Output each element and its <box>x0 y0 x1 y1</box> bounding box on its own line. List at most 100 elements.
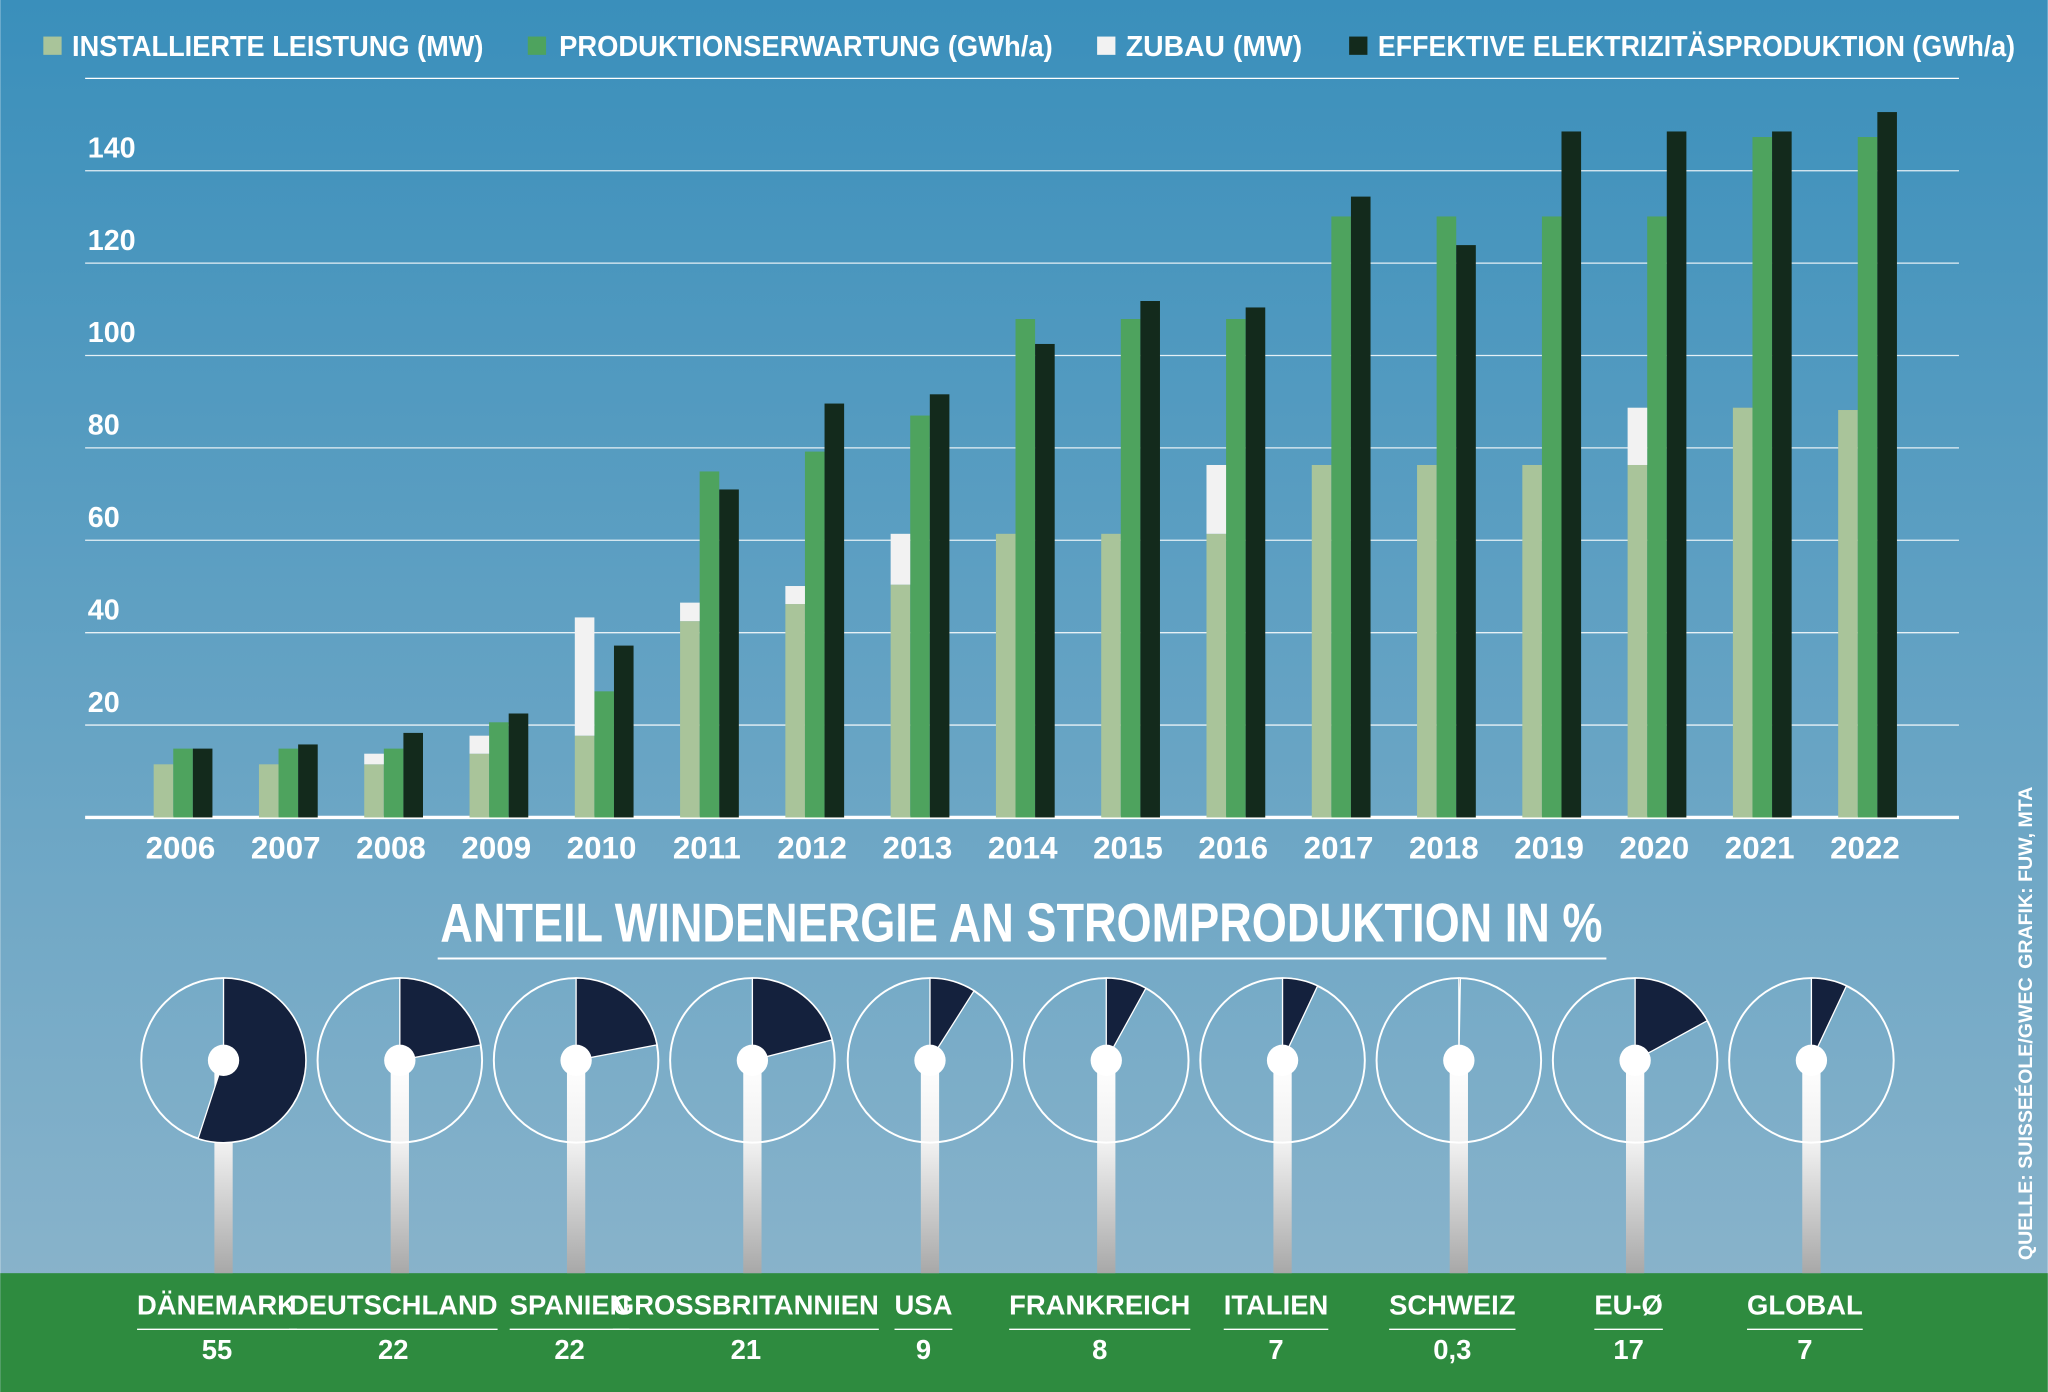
bar <box>364 764 384 818</box>
credit-note: GRAFIK: FUW, MTA <box>2015 787 2037 969</box>
bar <box>910 415 930 818</box>
y-tick-label: 40 <box>88 594 120 626</box>
hub <box>1443 1044 1475 1076</box>
bar <box>383 748 404 818</box>
bar <box>1647 216 1667 818</box>
value-label: 17 <box>1613 1334 1643 1365</box>
x-tick-label: 2022 <box>1830 830 1900 865</box>
bar <box>824 403 845 818</box>
hub <box>560 1044 592 1076</box>
bar <box>1206 533 1227 818</box>
country-label: FRANKREICH <box>1009 1289 1190 1320</box>
x-tick-label: 2006 <box>146 830 216 865</box>
bar <box>1311 464 1332 818</box>
legend-swatch <box>43 36 62 55</box>
country-label: DEUTSCHLAND <box>289 1289 498 1320</box>
bar <box>929 394 950 818</box>
hub <box>914 1044 946 1076</box>
bar <box>574 617 595 736</box>
legend-label: ZUBAU (MW) <box>1126 31 1302 63</box>
pie-section-title: ANTEIL WINDENERGIE AN STROMPRODUKTION IN… <box>440 892 1602 954</box>
bar <box>1838 410 1858 818</box>
country-label: EU-Ø <box>1594 1289 1663 1320</box>
bar <box>173 748 193 818</box>
y-tick-label: 20 <box>88 687 120 719</box>
y-tick-label: 120 <box>88 225 136 257</box>
hub <box>207 1044 240 1076</box>
x-tick-label: 2019 <box>1514 830 1584 865</box>
x-tick-label: 2011 <box>673 830 741 865</box>
bar <box>258 764 279 818</box>
pie-wedge <box>399 977 482 1062</box>
bar <box>995 533 1016 818</box>
pole <box>1625 1060 1645 1274</box>
value-label: 0,3 <box>1433 1334 1471 1365</box>
bar <box>1206 464 1227 534</box>
bar <box>1120 319 1141 818</box>
bar <box>1561 131 1582 818</box>
bar <box>890 533 911 585</box>
legend-label: INSTALLIERTE LEISTUNG (MW) <box>72 31 483 63</box>
y-tick-label: 60 <box>88 502 120 534</box>
bar <box>1732 407 1753 818</box>
pole <box>1273 1060 1292 1274</box>
bar <box>469 735 490 754</box>
bar <box>1417 464 1437 818</box>
pie-wedge <box>1458 977 1462 1061</box>
pie-wedge <box>575 977 658 1062</box>
bar <box>1456 245 1476 818</box>
bar <box>1015 319 1036 818</box>
x-tick-label: 2015 <box>1093 830 1163 865</box>
pole <box>1449 1060 1468 1274</box>
x-tick-label: 2017 <box>1304 830 1374 865</box>
x-tick-label: 2018 <box>1409 830 1479 865</box>
country-label: SPANIEN <box>510 1289 630 1320</box>
y-tick-label: 140 <box>88 132 136 164</box>
bar <box>680 602 700 622</box>
value-label: 7 <box>1268 1334 1283 1365</box>
bar <box>1101 533 1121 818</box>
hub <box>1266 1044 1299 1076</box>
pole <box>1097 1060 1116 1274</box>
bar <box>1877 112 1897 818</box>
x-tick-label: 2016 <box>1198 830 1268 865</box>
hub <box>1619 1044 1651 1076</box>
country-label: SCHWEIZ <box>1389 1289 1515 1320</box>
pole <box>743 1060 762 1274</box>
pie-wedge <box>1281 977 1319 1061</box>
hub <box>384 1044 416 1076</box>
pole <box>390 1060 409 1274</box>
bar <box>298 744 318 818</box>
bar <box>403 732 423 818</box>
bar <box>278 748 299 818</box>
value-label: 55 <box>202 1334 232 1365</box>
bar <box>1857 137 1878 818</box>
x-tick-label: 2009 <box>461 830 531 865</box>
bar <box>613 645 634 818</box>
bar <box>1035 343 1055 818</box>
country-label: GROSSBRITANNIEN <box>613 1289 879 1320</box>
y-tick-label: 80 <box>88 410 120 442</box>
bar <box>1772 131 1792 818</box>
bar <box>1666 131 1687 818</box>
bar <box>785 586 805 605</box>
y-tick-label: 100 <box>88 317 136 349</box>
x-tick-label: 2007 <box>251 830 321 865</box>
bar <box>1331 216 1351 818</box>
bar <box>804 451 825 818</box>
bar <box>1541 216 1562 818</box>
bar <box>1627 464 1648 818</box>
value-label: 7 <box>1797 1334 1812 1365</box>
bar <box>890 584 911 818</box>
country-label: GLOBAL <box>1747 1289 1863 1320</box>
hub <box>736 1044 769 1076</box>
legend-swatch <box>1097 36 1116 55</box>
bar <box>489 722 509 818</box>
bar <box>153 764 174 818</box>
country-label: USA <box>895 1289 953 1320</box>
bar <box>1226 319 1246 818</box>
bar <box>1350 196 1371 818</box>
legend-swatch <box>1349 36 1368 55</box>
bar <box>469 753 490 818</box>
